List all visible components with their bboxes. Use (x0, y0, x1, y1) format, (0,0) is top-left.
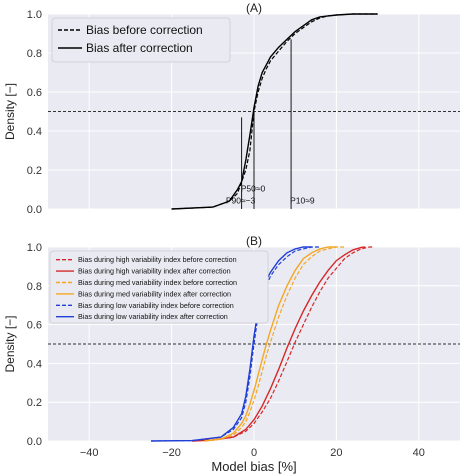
y-tick-label: 0.0 (27, 204, 42, 216)
y-tick-label: 0.2 (27, 397, 42, 409)
series-line-3 (204, 246, 337, 442)
legend: Bias before correction Bias after correct… (51, 17, 231, 63)
x-tick-label: −20 (162, 447, 181, 459)
x-tick-label: −40 (80, 447, 99, 459)
x-tick-label: 20 (330, 447, 342, 459)
legend-entry: Bias during med variability index before… (78, 278, 237, 287)
y-axis-label: Density [−] (3, 315, 17, 372)
legend-entry: Bias during high variability index befor… (78, 255, 237, 264)
percentile-label: P10≈9 (290, 195, 315, 205)
legend-entry: Bias during low variability index before… (78, 301, 234, 310)
percentile-label: P90≈−3 (226, 195, 256, 205)
percentile-label: P50≈0 (241, 184, 266, 194)
y-tick-label: 1.0 (27, 242, 42, 254)
y-tick-label: 0.8 (27, 281, 42, 293)
y-tick-label: 0.0 (27, 436, 42, 448)
x-tick-label: 40 (413, 447, 425, 459)
y-tick-label: 0.2 (27, 165, 42, 177)
x-tick-label: 0 (251, 447, 257, 459)
legend-box (51, 17, 231, 63)
series-line-2 (204, 246, 345, 442)
legend-box (49, 250, 269, 324)
chart-panel-0: 0.0 0.2 0.4 0.6 0.8 1.0 (A) Density [−] P90≈−3P5… (3, 1, 460, 216)
y-tick-label: 0.6 (27, 320, 42, 332)
legend-entry: Bias during high variability index after… (78, 267, 231, 276)
series-line-1 (192, 246, 366, 442)
chart-title: (A) (246, 1, 262, 15)
y-tick-label: 0.6 (27, 87, 42, 99)
y-tick-label: 1.0 (27, 9, 42, 21)
y-axis-label: Density [−] (3, 83, 17, 140)
series-line-0 (192, 246, 374, 442)
chart-title: (B) (246, 234, 262, 248)
legend: Bias during high variability index befor… (49, 250, 269, 324)
chart-panel-1: 0.0 0.2 0.4 0.6 0.8 1.0 −40 −20 0 20 40 (B) Density … (3, 234, 460, 474)
y-tick-label: 0.4 (27, 126, 42, 138)
legend-entry: Bias before correction (86, 23, 203, 37)
y-tick-label: 0.8 (27, 48, 42, 60)
legend-entry: Bias after correction (86, 41, 193, 55)
legend-entry: Bias during low variability index after … (78, 312, 228, 321)
x-axis-label: Model bias [%] (211, 459, 296, 474)
legend-entry: Bias during med variability index after … (78, 289, 231, 298)
y-tick-label: 0.4 (27, 358, 42, 370)
series-line-1 (171, 13, 378, 210)
